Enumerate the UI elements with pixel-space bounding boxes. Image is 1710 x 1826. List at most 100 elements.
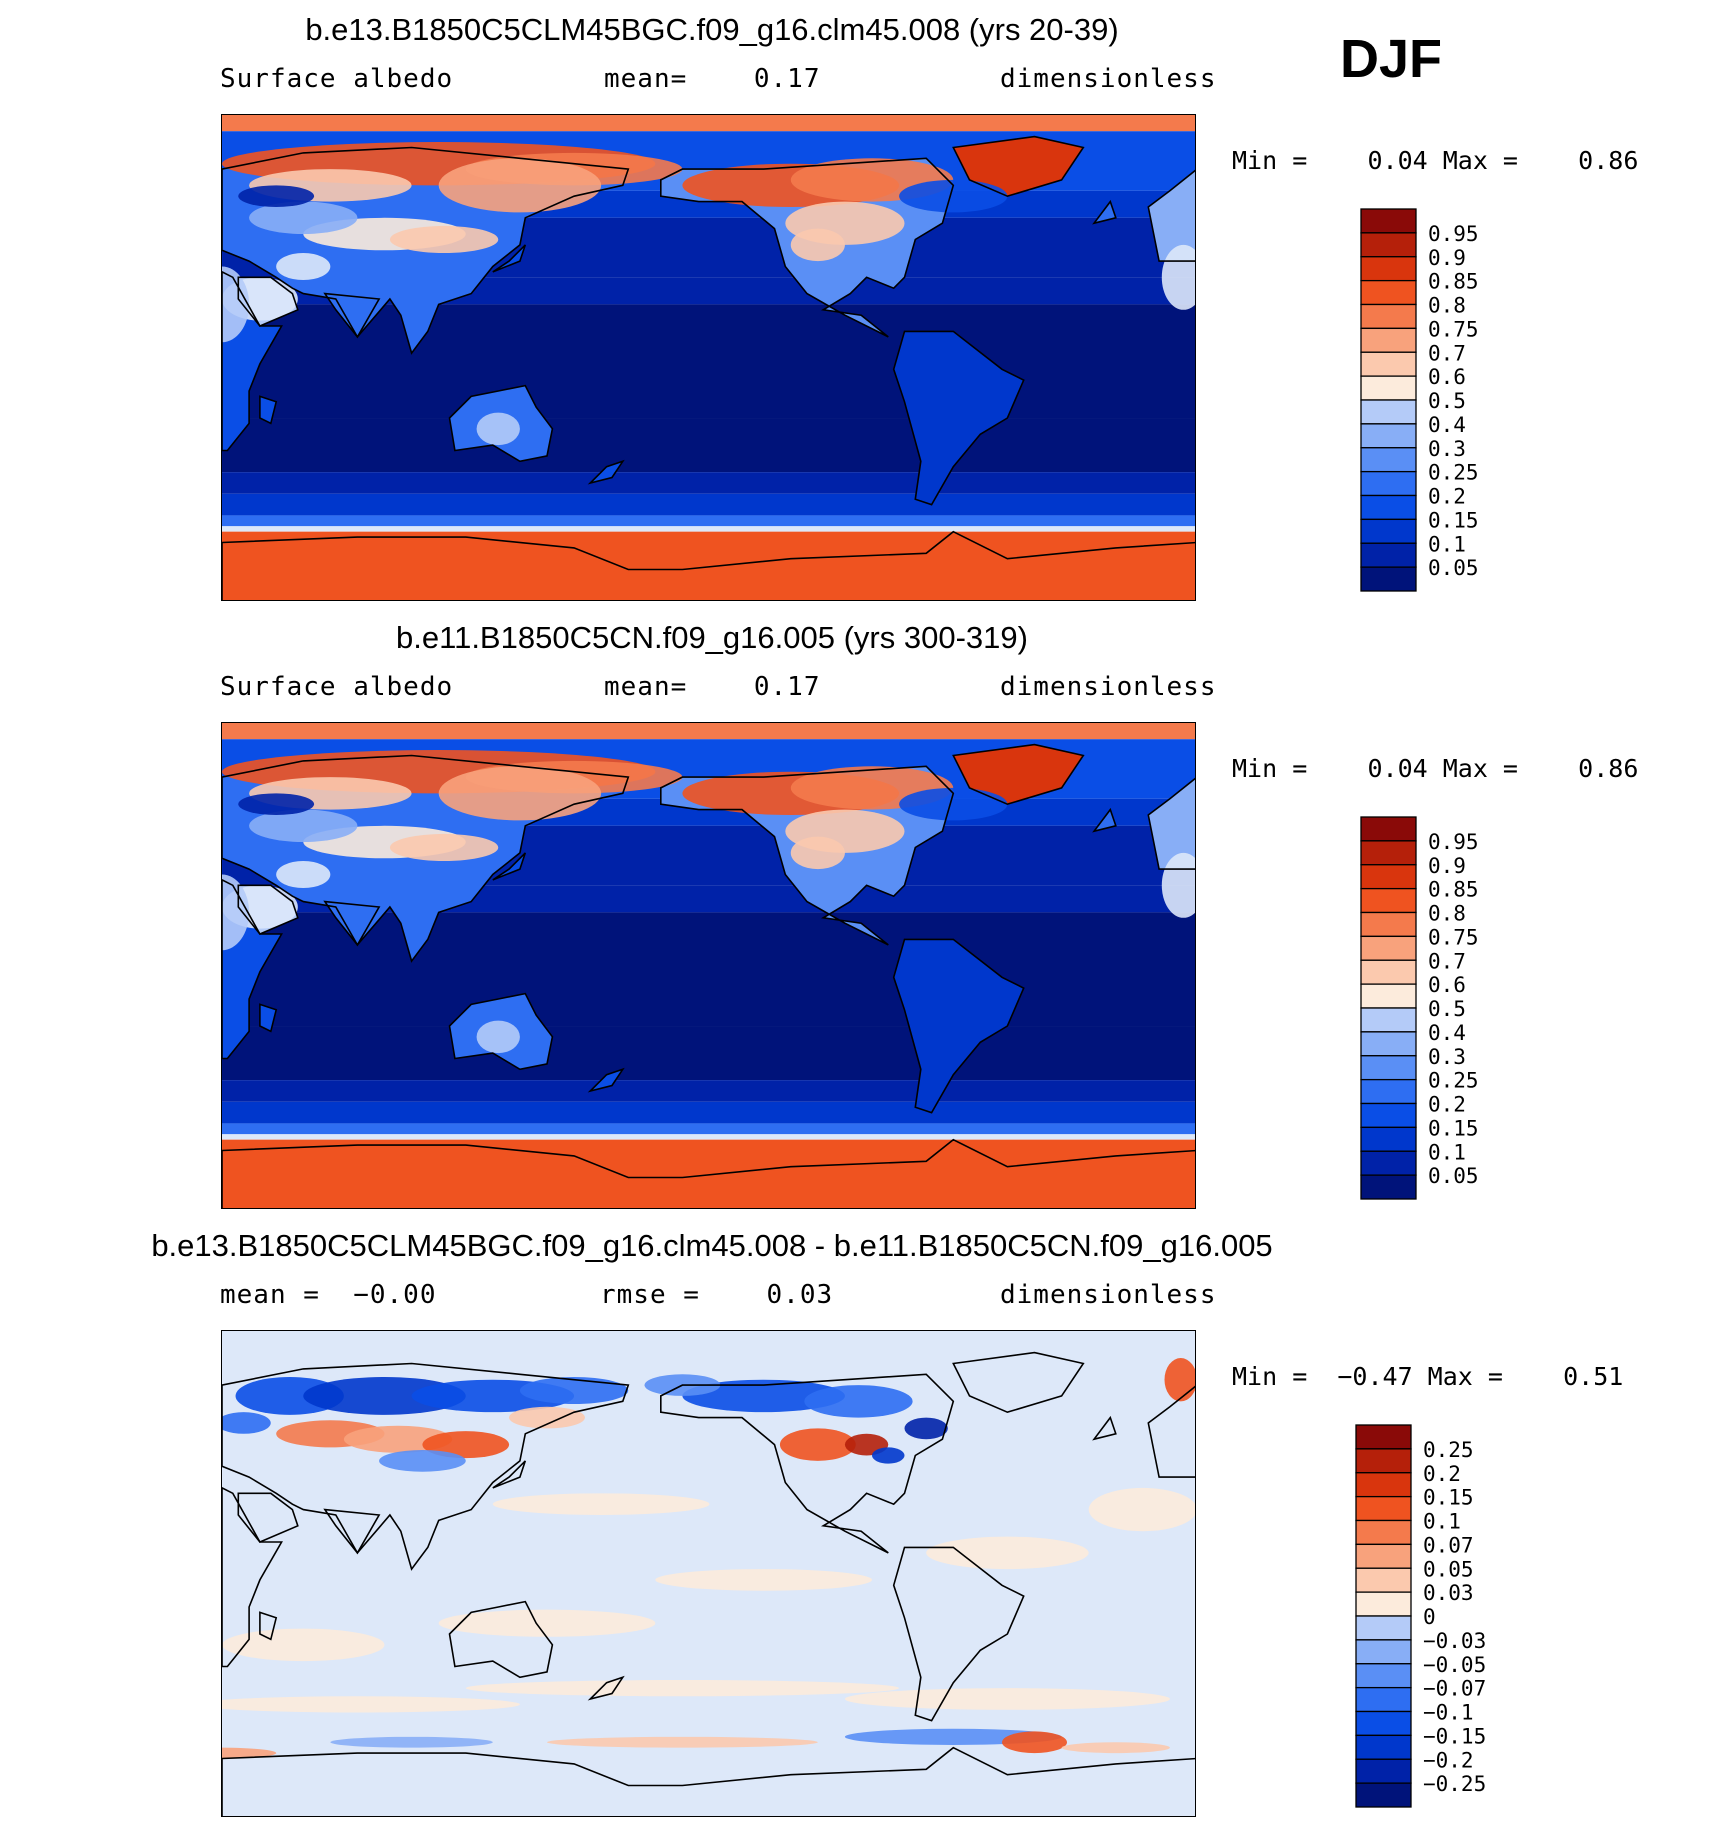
variable-label: Surface albedo	[220, 672, 454, 702]
colorbar-tick-label: −0.15	[1423, 1724, 1486, 1748]
colorbar-swatch	[1360, 887, 1417, 914]
field-patch	[222, 1628, 385, 1662]
colorbar-tick-label: −0.25	[1423, 1772, 1486, 1796]
colorbar-tick-label: 0.15	[1423, 1486, 1474, 1510]
colorbar-swatch	[1355, 1782, 1412, 1808]
coastline	[892, 330, 1025, 506]
colorbar-tick-label: 0.25	[1428, 461, 1479, 485]
coastline	[892, 938, 1025, 1114]
field-patch	[389, 225, 499, 253]
coastline	[660, 765, 955, 946]
colorbar-swatch	[1355, 1686, 1412, 1713]
colorbar-swatch	[1360, 1007, 1417, 1033]
coastline	[259, 1003, 278, 1033]
landmass-japan	[492, 244, 526, 272]
field-patch	[389, 833, 499, 861]
mean-label: mean= 0.17	[604, 672, 821, 702]
colorbar-swatch	[1360, 1150, 1417, 1176]
colorbar-swatch	[1360, 1031, 1417, 1057]
colorbar-swatch	[1360, 1078, 1417, 1105]
coastline	[222, 879, 283, 1060]
field-patch	[682, 1379, 845, 1413]
colorbar-swatch	[1355, 1591, 1412, 1617]
colorbar: 0.250.20.150.10.070.050.030−0.03−0.05−0.…	[1355, 1424, 1486, 1808]
ocean-band	[222, 1134, 1195, 1140]
colorbar: 0.950.90.850.80.750.70.60.50.40.30.250.2…	[1360, 816, 1479, 1200]
coastline	[1147, 1385, 1195, 1478]
colorbar-tick-label: 0.1	[1428, 532, 1466, 556]
colorbar-tick-label: 0.8	[1428, 902, 1466, 926]
field-patch	[238, 793, 315, 815]
coastline	[448, 992, 554, 1071]
field-patch	[904, 1417, 948, 1440]
landmass-japan	[492, 852, 526, 880]
colorbar-swatch	[1355, 1519, 1412, 1546]
field-patch	[222, 1696, 520, 1713]
coastline	[222, 146, 630, 355]
ocean-band	[222, 304, 1195, 419]
landmass-europe_w	[1148, 778, 1195, 870]
colorbar-tick-label: 0.7	[1428, 341, 1466, 365]
colorbar-tick-label: 0.03	[1423, 1581, 1474, 1605]
landmass-nz	[590, 461, 623, 483]
coastline	[952, 743, 1085, 806]
field-patch	[926, 1536, 1089, 1570]
field-patch	[222, 874, 250, 951]
colorbar-tick-label: 0.6	[1428, 365, 1466, 389]
ocean-band	[222, 115, 1195, 132]
colorbar-swatch	[1355, 1424, 1412, 1450]
min-max-readout: Min = 0.04 Max = 0.86	[1232, 146, 1639, 175]
ocean-band	[222, 526, 1195, 532]
colorbar-swatch	[1360, 1102, 1417, 1129]
field-patch	[872, 1447, 905, 1464]
colorbar-swatch	[1360, 864, 1417, 890]
units-label: dimensionless	[1000, 64, 1217, 94]
landmass-nz	[590, 1069, 623, 1091]
landmass-antarctica	[222, 531, 1195, 600]
coastline	[448, 1600, 554, 1679]
units-label: dimensionless	[1000, 1280, 1217, 1310]
ocean-band	[222, 912, 1195, 1027]
rmse-label: rmse = 0.03	[600, 1280, 834, 1310]
colorbar-swatch	[1360, 1126, 1417, 1152]
colorbar-tick-label: 0.05	[1428, 556, 1479, 580]
ocean-band	[222, 1026, 1195, 1081]
ocean-band	[222, 472, 1195, 494]
coastline	[492, 1460, 527, 1489]
map-plot	[221, 1330, 1196, 1817]
min-max-readout: Min = 0.04 Max = 0.86	[1232, 754, 1639, 783]
colorbar-swatch	[1360, 911, 1417, 938]
colorbar-tick-label: 0.25	[1428, 1069, 1479, 1093]
colorbar-swatch	[1355, 1710, 1412, 1737]
colorbar-swatch	[1360, 518, 1417, 544]
colorbar-swatch	[1360, 959, 1417, 985]
colorbar-tick-label: 0.3	[1428, 1045, 1466, 1069]
coastline	[660, 157, 955, 338]
colorbar-swatch	[1360, 840, 1417, 866]
coastline	[1147, 777, 1195, 870]
field-patch	[303, 1376, 466, 1415]
coastline	[492, 244, 527, 273]
colorbar-swatch	[1360, 375, 1417, 401]
colorbar-tick-label: 0.2	[1423, 1462, 1461, 1486]
panel-difference: b.e13.B1850C5CLM45BGC.f09_g16.clm45.008 …	[0, 1216, 1710, 1826]
units-label: dimensionless	[1000, 672, 1217, 702]
ocean-band	[222, 723, 1195, 740]
panel-title: b.e11.B1850C5CN.f09_g16.005 (yrs 300-319…	[396, 620, 1028, 655]
colorbar-swatch	[1355, 1663, 1412, 1689]
coastline	[448, 384, 554, 463]
coastline	[323, 292, 381, 339]
mean-label: mean= 0.17	[604, 64, 821, 94]
colorbar-tick-label: 0.95	[1428, 830, 1479, 854]
colorbar-swatch	[1360, 327, 1417, 353]
coastline	[892, 1546, 1025, 1722]
field-patch	[379, 1450, 466, 1472]
field-patch	[476, 412, 520, 446]
field-patch	[438, 1609, 656, 1637]
field-patch	[519, 1376, 629, 1405]
colorbar-swatch	[1355, 1472, 1412, 1498]
field-patch	[844, 1688, 1170, 1710]
field-patch	[804, 1385, 913, 1418]
colorbar-tick-label: 0.75	[1428, 925, 1479, 949]
colorbar-swatch	[1355, 1639, 1412, 1665]
